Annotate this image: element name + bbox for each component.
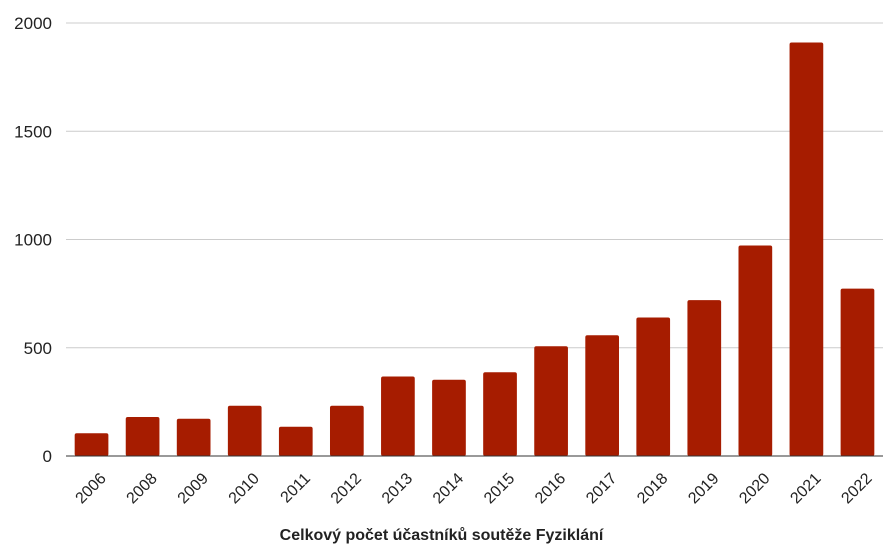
x-tick-label: 2016: [532, 470, 569, 507]
bar-2018: [636, 317, 671, 456]
bar-2020: [738, 245, 773, 456]
bar-2017: [585, 335, 620, 456]
bar-2014: [432, 379, 466, 456]
bars: [74, 42, 875, 457]
bar-2021: [789, 42, 824, 457]
bar-2012: [329, 405, 364, 456]
x-tick-label: 2017: [583, 470, 620, 507]
x-tick-label: 2015: [481, 470, 518, 507]
x-tick-label: 2010: [226, 470, 263, 507]
x-tick-label: 2011: [278, 470, 314, 506]
x-tick-label: 2008: [124, 470, 161, 507]
y-tick-label: 0: [43, 447, 52, 466]
bar-2009: [176, 418, 211, 456]
x-tick-label: 2012: [328, 470, 365, 507]
x-tick-label: 2013: [379, 470, 416, 507]
y-tick-label: 1000: [14, 231, 52, 250]
x-tick-label: 2022: [838, 470, 875, 507]
bar-2016: [534, 346, 568, 456]
bar-2019: [687, 300, 722, 456]
x-tick-label: 2020: [736, 470, 773, 507]
chart-title: Celkový počet účastníků soutěže Fyziklán…: [279, 527, 604, 544]
x-tick-label: 2014: [430, 470, 467, 507]
bar-2010: [227, 405, 262, 456]
x-tick-label: 2018: [634, 470, 671, 507]
x-tick-label: 2021: [787, 470, 824, 507]
y-axis-tick-labels: 0 500 1000 1500 2000: [14, 14, 52, 466]
y-tick-label: 1500: [14, 122, 52, 141]
bar-2011: [278, 426, 313, 456]
bar-2013: [381, 376, 415, 456]
bar-2022: [840, 288, 875, 456]
y-tick-label: 2000: [14, 14, 52, 33]
bar-2008: [125, 417, 160, 456]
x-axis-tick-labels: 2006 2008 2009 2010 2011 2012 2013 2014 2015 2016…: [73, 470, 876, 507]
bar-2006: [74, 433, 109, 456]
x-tick-label: 2019: [685, 470, 722, 507]
x-tick-label: 2006: [73, 470, 110, 507]
bar-2015: [483, 372, 517, 456]
x-tick-label: 2009: [175, 470, 212, 507]
y-tick-label: 500: [24, 339, 52, 358]
